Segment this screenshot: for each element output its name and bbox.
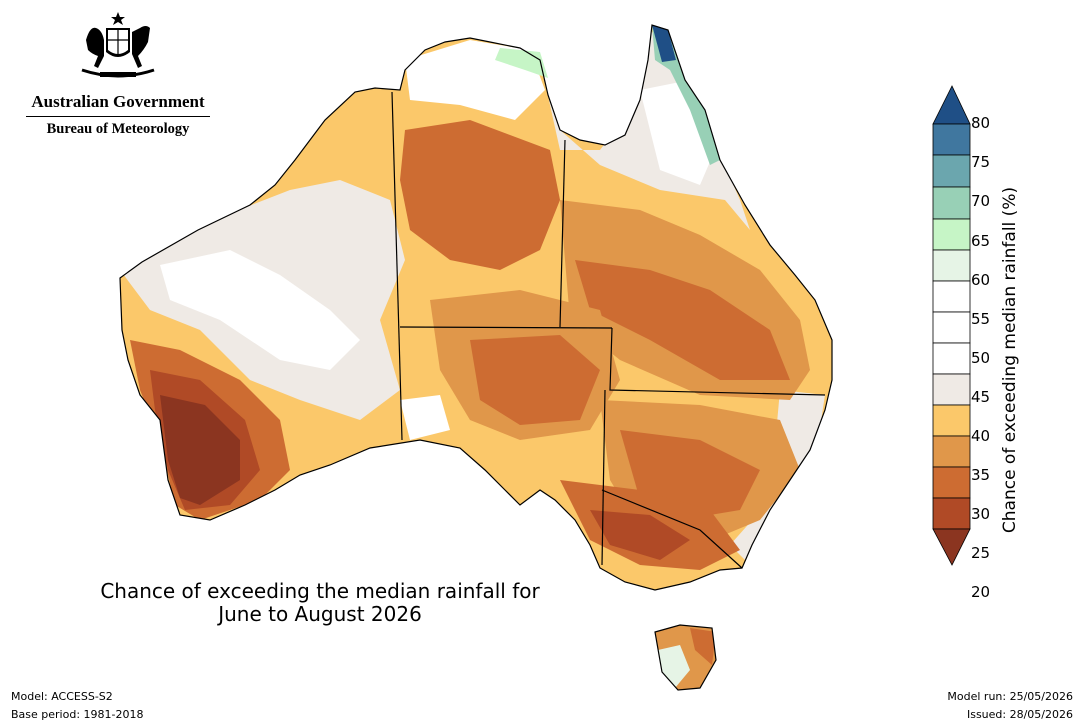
colorbar-tick: 25 <box>971 544 991 562</box>
colorbar-tick: 20 <box>971 583 991 601</box>
government-name: Australian Government <box>31 92 205 111</box>
colorbar-tick: 65 <box>971 232 991 250</box>
model-name: Model: ACCESS-S2 <box>11 690 113 703</box>
colorbar-tick: 55 <box>971 310 991 328</box>
colorbar-tick: 40 <box>971 427 991 445</box>
colorbar-tick: 45 <box>971 388 991 406</box>
colorbar-tick: 70 <box>971 192 991 210</box>
map-title-line-1: Chance of exceeding the median rainfall … <box>100 579 540 603</box>
colorbar-tick: 50 <box>971 349 991 367</box>
issued-date: Issued: 28/05/2026 <box>966 708 1073 721</box>
colorbar-tick: 30 <box>971 505 991 523</box>
header-divider <box>26 116 210 117</box>
run-info: Model run: 25/05/2026 Issued: 28/05/2026 <box>947 688 1073 724</box>
map-title-line-2: June to August 2026 <box>218 602 422 626</box>
model-info: Model: ACCESS-S2 Base period: 1981-2018 <box>11 688 143 724</box>
colorbar-tick: 35 <box>971 466 991 484</box>
agency-header: Australian Government Bureau of Meteorol… <box>18 10 218 138</box>
colorbar-tick: 60 <box>971 271 991 289</box>
colorbar-label: Chance of exceeding median rainfall (%) <box>1000 186 1020 534</box>
model-run-date: Model run: 25/05/2026 <box>947 690 1073 703</box>
map-title: Chance of exceeding the median rainfall … <box>70 580 570 626</box>
base-period: Base period: 1981-2018 <box>11 708 144 721</box>
commonwealth-coat-of-arms-icon <box>81 12 155 78</box>
colorbar-tick: 80 <box>971 114 991 132</box>
colorbar-tick: 75 <box>971 153 991 171</box>
bureau-name: Bureau of Meteorology <box>46 121 190 137</box>
